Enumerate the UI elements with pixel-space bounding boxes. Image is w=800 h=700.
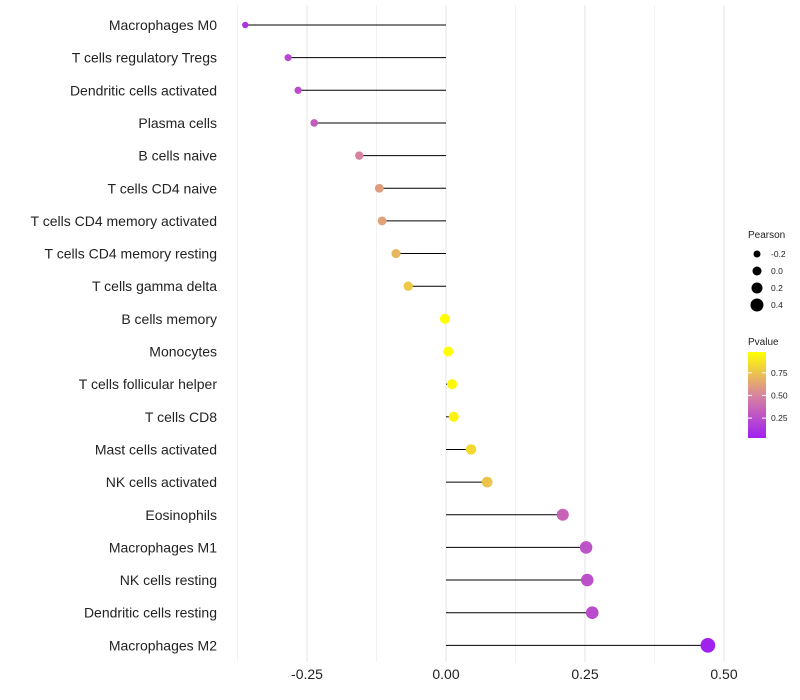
lollipop-point	[439, 313, 450, 324]
colorbar	[748, 352, 766, 438]
lollipop-point	[403, 281, 413, 291]
y-tick-label: T cells regulatory Tregs	[72, 50, 217, 66]
y-tick-label: T cells CD4 memory resting	[45, 246, 217, 262]
x-tick-label: 0.00	[432, 666, 459, 682]
size-legend-key	[753, 250, 761, 258]
size-legend-key	[752, 266, 762, 276]
lollipop-point	[465, 444, 477, 455]
lollipop-point	[700, 637, 716, 653]
lollipop-point	[391, 249, 401, 259]
y-tick-label: Macrophages M1	[109, 539, 217, 555]
x-tick-label: 0.25	[571, 666, 598, 682]
y-tick-label: NK cells activated	[106, 474, 217, 490]
y-tick-label: T cells CD8	[145, 409, 217, 425]
lollipop-point	[556, 508, 569, 521]
y-tick-label: Macrophages M0	[109, 17, 217, 33]
lollipop-point	[355, 151, 364, 160]
x-tick-label: 0.50	[710, 666, 737, 682]
lollipop-point	[374, 183, 384, 193]
size-legend-key	[751, 282, 763, 294]
y-tick-label: Eosinophils	[145, 507, 217, 523]
size-legend-key	[750, 298, 764, 312]
color-legend-title: Pvalue	[748, 337, 779, 348]
y-tick-label: T cells follicular helper	[79, 376, 218, 392]
lollipop-point	[294, 86, 302, 94]
size-legend-title: Pearson	[748, 230, 785, 241]
y-tick-label: Monocytes	[149, 344, 217, 360]
x-tick-label: -0.25	[291, 666, 323, 682]
y-tick-label: Plasma cells	[138, 115, 217, 131]
y-tick-label: Dendritic cells activated	[70, 82, 217, 98]
size-legend-label: -0.2	[771, 249, 786, 259]
size-legend-label: 0.4	[771, 300, 783, 310]
lollipop-point	[284, 54, 292, 62]
colorbar-label: 0.50	[771, 390, 788, 400]
lollipop-point	[448, 411, 459, 422]
lollipop-point	[310, 119, 319, 127]
lollipop-point	[579, 541, 593, 554]
size-legend-label: 0.2	[771, 283, 783, 293]
y-tick-label: NK cells resting	[120, 572, 217, 588]
y-tick-label: Mast cells activated	[95, 441, 217, 457]
colorbar-label: 0.75	[771, 368, 788, 378]
lollipop-point	[585, 606, 599, 620]
size-legend-label: 0.0	[771, 266, 783, 276]
y-tick-label: Dendritic cells resting	[84, 605, 217, 621]
y-tick-label: B cells memory	[121, 311, 217, 327]
lollipop-point	[443, 346, 454, 357]
colorbar-label: 0.25	[771, 413, 788, 423]
y-tick-label: T cells CD4 memory activated	[31, 213, 217, 229]
y-tick-label: Macrophages M2	[109, 637, 217, 653]
lollipop-point	[242, 21, 249, 29]
y-tick-label: T cells gamma delta	[92, 278, 217, 294]
y-tick-label: T cells CD4 naive	[108, 180, 218, 196]
y-tick-label: B cells naive	[138, 148, 217, 164]
lollipop-point	[447, 379, 458, 390]
lollipop-point	[481, 476, 493, 488]
lollipop-point	[377, 216, 387, 226]
lollipop-point	[580, 573, 594, 587]
